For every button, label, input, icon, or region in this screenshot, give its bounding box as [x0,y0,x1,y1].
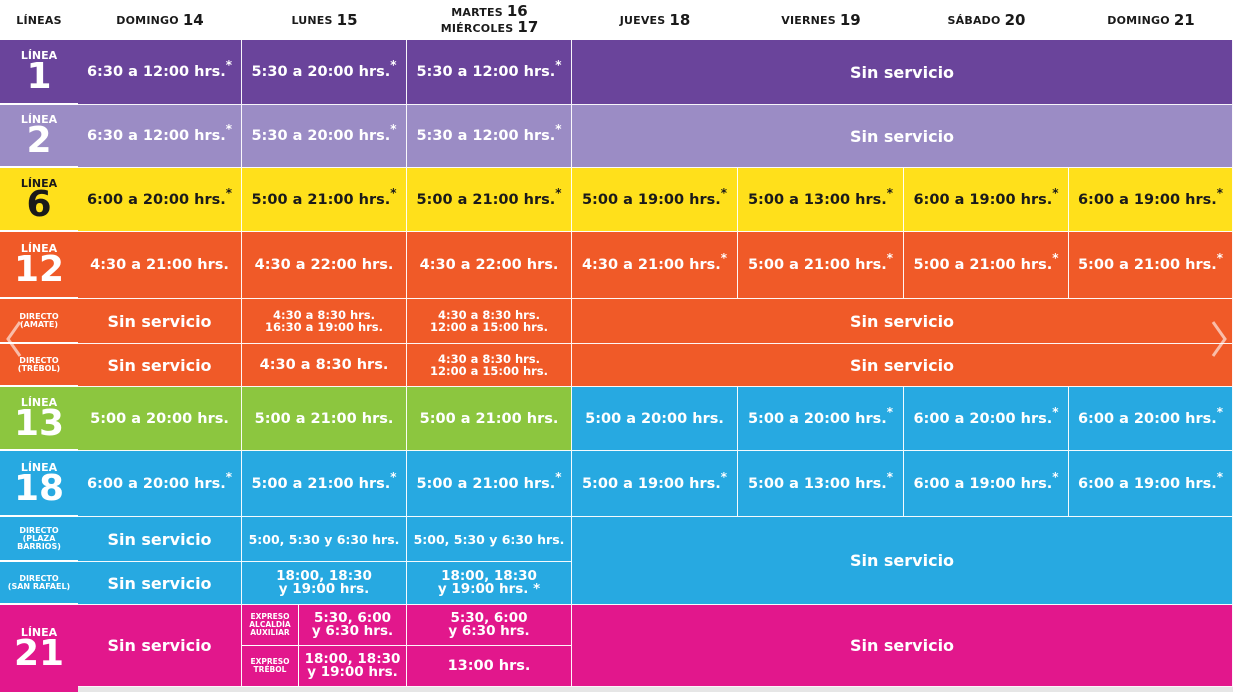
header-viernes-19: VIERNES 19 [781,11,861,29]
line-2-dom14: 6:30 a 12:00 hrs. * [78,105,242,168]
line-13-dom14: 5:00 a 20:00 hrs. [78,387,242,451]
line-13-lun15: 5:00 a 21:00 hrs. [242,387,407,451]
sanrafael-dom14: Sin servicio [78,562,242,605]
line-12-lun15: 4:30 a 22:00 hrs. [242,232,407,299]
header-lineas: LÍNEAS [16,13,62,27]
line-6-lun15: 5:00 a 21:00 hrs. * [242,168,407,232]
line-21-trebol-mar16: 13:00 hrs. [407,646,572,687]
line-18-dom14: 6:00 a 20:00 hrs. * [78,451,242,517]
line-21-dom14: Sin servicio [78,605,242,687]
line-18-label: LÍNEA 18 [0,451,78,517]
line-12-mar16: 4:30 a 22:00 hrs. [407,232,572,299]
line-18-dom21: 6:00 a 19:00 hrs. * [1069,451,1233,517]
line-18-jue18: 5:00 a 19:00 hrs. * [572,451,738,517]
directo-san-rafael-label: DIRECTO (SAN RAFAEL) [0,562,78,605]
header-domingo-14: DOMINGO 14 [116,11,204,29]
line-13-dom21: 6:00 a 20:00 hrs. * [1069,387,1233,451]
line-21-label: LÍNEA 21 [0,605,78,692]
header-martes-miercoles: MARTES 16 MIÉRCOLES 17 [440,2,539,36]
line-12-dom14: 4:30 a 21:00 hrs. [78,232,242,299]
line-13-jue18: 5:00 a 20:00 hrs. [572,387,738,451]
line-2-label: LÍNEA 2 [0,105,78,168]
line-13-mar16: 5:00 a 21:00 hrs. [407,387,572,451]
blue-sin-servicio: Sin servicio [572,517,1233,605]
line-13-vie19: 5:00 a 20:00 hrs. * [738,387,904,451]
line-12-jue18: 4:30 a 21:00 hrs. * [572,232,738,299]
line-6-mar16: 5:00 a 21:00 hrs. * [407,168,572,232]
trebol-lun15: 4:30 a 8:30 hrs. [242,344,407,387]
line-1-dom14: 6:30 a 12:00 hrs. * [78,40,242,105]
sanrafael-mar16: 18:00, 18:30 y 19:00 hrs. * [407,562,572,605]
line-13-label: LÍNEA 13 [0,387,78,451]
line-18-sab20: 6:00 a 19:00 hrs. * [904,451,1069,517]
expreso-trebol-label: EXPRESO TRÉBOL [242,646,299,687]
line-6-label: LÍNEA 6 [0,168,78,232]
line-13-sab20: 6:00 a 20:00 hrs. * [904,387,1069,451]
line-6-vie19: 5:00 a 13:00 hrs. * [738,168,904,232]
plaza-mar16: 5:00, 5:30 y 6:30 hrs. [407,517,572,562]
amate-mar16: 4:30 a 8:30 hrs. 12:00 a 15:00 hrs. [407,299,572,344]
line-6-jue18: 5:00 a 19:00 hrs. * [572,168,738,232]
trebol-sin-servicio: Sin servicio [572,344,1233,387]
header-lunes-15: LUNES 15 [291,11,358,29]
directo-trebol-label: DIRECTO (TRÉBOL) [0,344,78,387]
header-jueves-18: JUEVES 18 [619,11,691,29]
header-sabado-20: SÁBADO 20 [947,11,1026,29]
directo-amate-label: DIRECTO (AMATE) [0,299,78,344]
trebol-dom14: Sin servicio [78,344,242,387]
directo-plaza-barrios-label: DIRECTO (PLAZA BARRIOS) [0,517,78,562]
line-1-label: LÍNEA 1 [0,40,78,105]
line-21-alcaldia-mar16: 5:30, 6:00 y 6:30 hrs. [407,605,572,646]
line-1-sin-servicio: Sin servicio [572,40,1233,105]
line-21-sin-servicio: Sin servicio [572,605,1233,687]
chevron-right-icon[interactable] [1207,318,1231,360]
line-1-lun15: 5:30 a 20:00 hrs. * [242,40,407,105]
line-2-mar16: 5:30 a 12:00 hrs. * [407,105,572,168]
header-domingo-21: DOMINGO 21 [1107,11,1195,29]
expreso-alcaldia-label: EXPRESO ALCALDÍA AUXILIAR [242,605,299,646]
line-21-alcaldia-lun15: 5:30, 6:00 y 6:30 hrs. [299,605,407,646]
line-12-label: LÍNEA 12 [0,232,78,299]
trebol-mar16: 4:30 a 8:30 hrs. 12:00 a 15:00 hrs. [407,344,572,387]
line-18-lun15: 5:00 a 21:00 hrs. * [242,451,407,517]
chevron-left-icon[interactable] [2,318,26,360]
plaza-lun15: 5:00, 5:30 y 6:30 hrs. [242,517,407,562]
sanrafael-lun15: 18:00, 18:30 y 19:00 hrs. [242,562,407,605]
line-1-mar16: 5:30 a 12:00 hrs. * [407,40,572,105]
amate-lun15: 4:30 a 8:30 hrs. 16:30 a 19:00 hrs. [242,299,407,344]
plaza-dom14: Sin servicio [78,517,242,562]
amate-sin-servicio: Sin servicio [572,299,1233,344]
line-12-sab20: 5:00 a 21:00 hrs. * [904,232,1069,299]
line-18-vie19: 5:00 a 13:00 hrs. * [738,451,904,517]
line-12-vie19: 5:00 a 21:00 hrs. * [738,232,904,299]
line-2-sin-servicio: Sin servicio [572,105,1233,168]
line-18-mar16: 5:00 a 21:00 hrs. * [407,451,572,517]
line-6-dom14: 6:00 a 20:00 hrs. * [78,168,242,232]
line-12-dom21: 5:00 a 21:00 hrs. * [1069,232,1233,299]
line-21-trebol-lun15: 18:00, 18:30 y 19:00 hrs. [299,646,407,687]
line-6-dom21: 6:00 a 19:00 hrs. * [1069,168,1233,232]
bottom-strip [78,687,1233,692]
line-6-sab20: 6:00 a 19:00 hrs. * [904,168,1069,232]
line-2-lun15: 5:30 a 20:00 hrs. * [242,105,407,168]
amate-dom14: Sin servicio [78,299,242,344]
